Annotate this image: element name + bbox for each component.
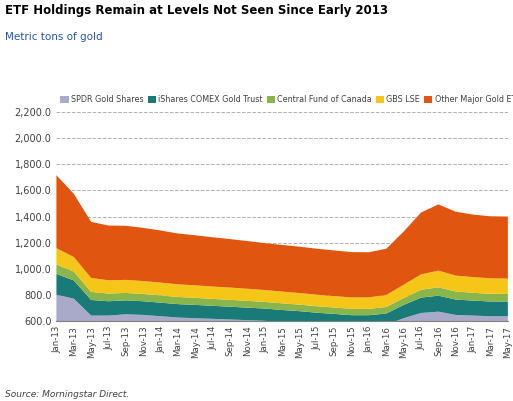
Text: Metric tons of gold: Metric tons of gold [5,32,103,42]
Text: ETF Holdings Remain at Levels Not Seen Since Early 2013: ETF Holdings Remain at Levels Not Seen S… [5,4,388,17]
Text: Source: Morningstar Direct.: Source: Morningstar Direct. [5,390,129,399]
Legend: SPDR Gold Shares, iShares COMEX Gold Trust, Central Fund of Canada, GBS LSE, Oth: SPDR Gold Shares, iShares COMEX Gold Tru… [61,95,513,104]
